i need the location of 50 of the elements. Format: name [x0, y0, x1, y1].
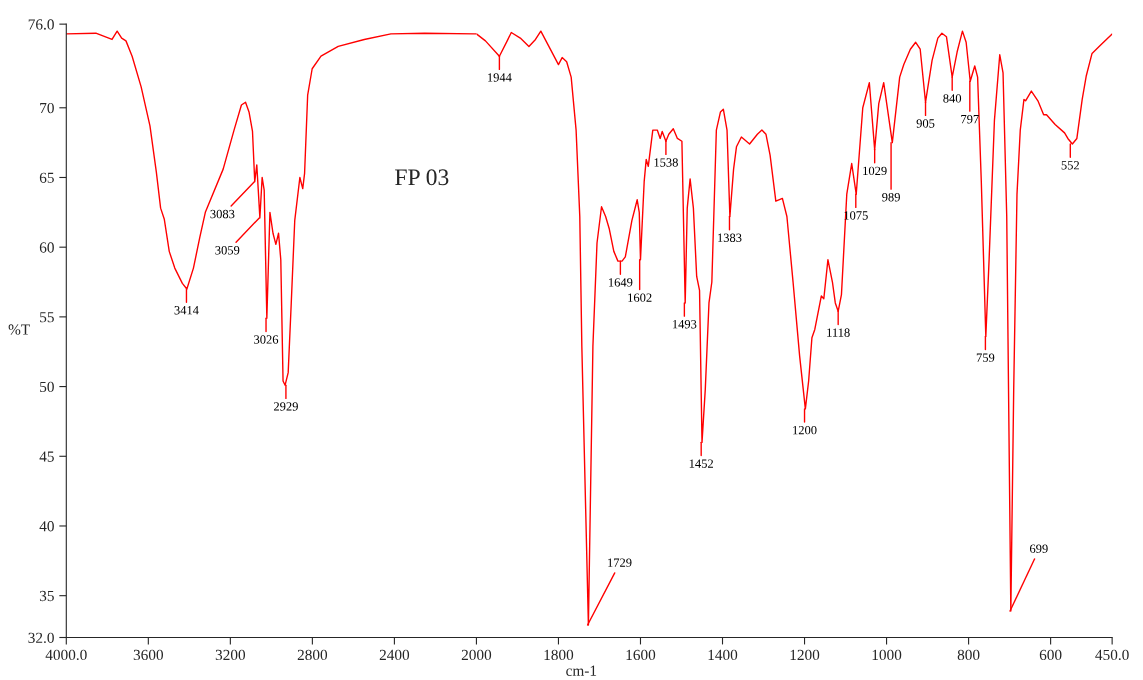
y-tick-label: 70	[40, 102, 54, 114]
x-tick-label: 4000.0	[45, 649, 87, 661]
annotation: 1944	[488, 73, 512, 82]
x-tick-label: 1400	[708, 649, 738, 661]
annotation: 797	[961, 115, 979, 124]
annotation: 2929	[273, 402, 298, 411]
x-tick-label: 1800	[544, 649, 574, 661]
x-tick-label: 2400	[379, 649, 410, 661]
annotation: 1538	[654, 158, 678, 167]
annotation: 3083	[210, 209, 235, 219]
x-tick-label: 1000	[872, 649, 902, 661]
x-axis-title: cm-1	[566, 665, 597, 676]
annotation: 1118	[827, 328, 850, 337]
annotation: 1200	[793, 425, 817, 435]
x-tick-label: 3600	[133, 649, 164, 661]
annotation: 1029	[863, 166, 887, 176]
annotation: 905	[916, 119, 935, 128]
y-tick-label: 60	[39, 242, 54, 253]
x-tick-label: 1600	[626, 649, 656, 661]
x-tick-label: 2000	[461, 649, 492, 661]
y-tick-label: 55	[40, 312, 54, 323]
annotation: 699	[1030, 544, 1048, 553]
y-tick-label: 65	[39, 172, 54, 183]
annotation: 1602	[628, 293, 652, 302]
y-tick-label: 45	[39, 451, 54, 462]
x-tick-label: 450.0	[1095, 649, 1129, 661]
annotation: 1452	[689, 459, 713, 468]
annotation: 3059	[215, 246, 240, 255]
annotation: 3414	[174, 306, 199, 315]
x-tick-label: 3200	[215, 649, 246, 661]
x-tick-label: 600	[1039, 649, 1062, 661]
x-tick-label: 800	[957, 649, 980, 661]
annotation: 3026	[254, 335, 279, 344]
annotation: 1493	[672, 320, 697, 329]
annotation: 1383	[718, 233, 742, 242]
x-tick-label: 2800	[297, 649, 328, 661]
y-tick-label: 35	[39, 590, 54, 602]
y-tick-label: 32.0	[28, 632, 54, 644]
annotation: FP 03	[395, 169, 449, 186]
annotation: 1729	[608, 558, 632, 567]
y-tick-label: 76.0	[28, 19, 54, 30]
annotation: 552	[1061, 161, 1079, 170]
annotation: 840	[943, 94, 962, 103]
y-axis-title: %T	[8, 324, 30, 335]
annotation: 1649	[608, 278, 633, 287]
y-tick-label: 50	[40, 381, 54, 393]
annotation: 989	[882, 192, 900, 202]
x-tick-label: 1200	[790, 649, 820, 661]
y-tick-label: 40	[39, 521, 54, 532]
annotation: 759	[976, 353, 995, 362]
